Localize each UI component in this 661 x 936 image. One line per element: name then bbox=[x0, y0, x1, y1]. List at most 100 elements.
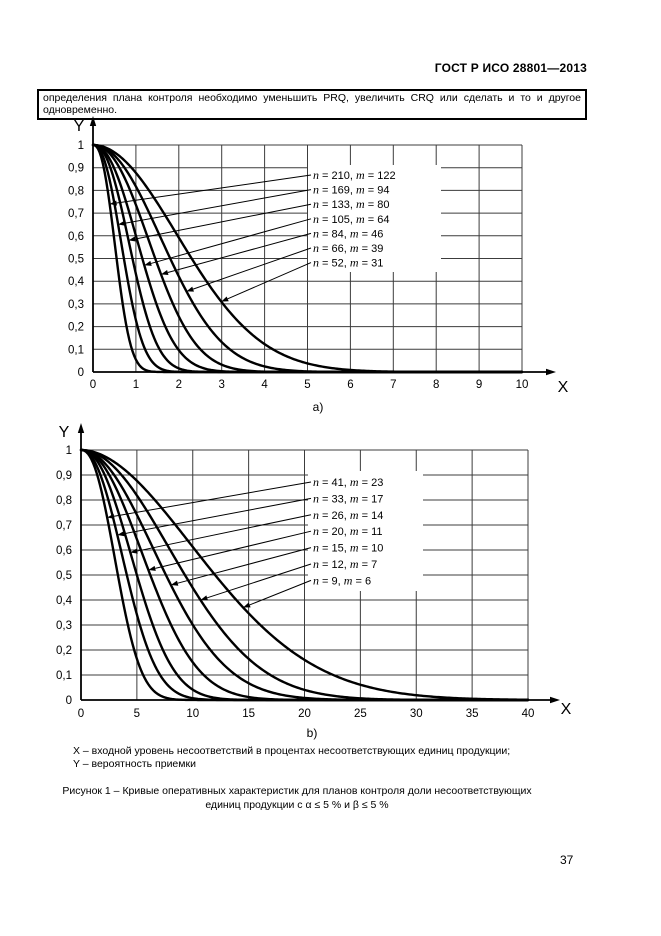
legend-arrowhead-icon bbox=[148, 565, 156, 571]
oc-curve-n12 bbox=[79, 448, 530, 702]
y-tick-label: 0,2 bbox=[68, 322, 84, 334]
legend-arrowhead-icon bbox=[200, 595, 208, 601]
legend-arrowhead-icon bbox=[117, 531, 125, 537]
x-axis-label: X bbox=[558, 379, 569, 396]
legend-arrowhead-icon bbox=[221, 296, 229, 302]
legend-label: n = 41, m = 23 bbox=[313, 475, 383, 489]
legend-arrowhead-icon bbox=[107, 513, 115, 519]
y-axis-label: Y bbox=[74, 118, 85, 135]
oc-curves bbox=[79, 448, 530, 702]
legend-arrow bbox=[192, 247, 312, 290]
legend-arrow bbox=[167, 232, 312, 274]
note-x-definition: X – входной уровень несоответствий в про… bbox=[73, 745, 511, 757]
page-header: ГОСТ Р ИСО 28801—2013 bbox=[434, 61, 587, 75]
subfigure-label: a) bbox=[313, 400, 324, 414]
legend-arrow bbox=[124, 189, 312, 224]
legend-arrow bbox=[249, 579, 312, 606]
y-tick-label: 0,3 bbox=[68, 299, 84, 311]
subfigure-label: b) bbox=[307, 726, 318, 740]
y-tick-label: 0,6 bbox=[68, 231, 84, 243]
x-tick-label: 7 bbox=[390, 379, 396, 391]
y-axis-arrow-icon bbox=[89, 116, 97, 126]
x-tick-label: 30 bbox=[410, 708, 423, 720]
page-number: 37 bbox=[560, 853, 574, 867]
y-tick-label: 0,4 bbox=[56, 595, 73, 607]
x-tick-label: 3 bbox=[218, 379, 224, 391]
legend-arrow bbox=[227, 262, 312, 300]
figure-caption: Рисунок 1 – Кривые оперативных характери… bbox=[62, 785, 532, 811]
x-tick-label: 4 bbox=[261, 379, 268, 391]
y-tick-label: 1 bbox=[78, 140, 84, 152]
legend-label: n = 20, m = 11 bbox=[313, 524, 383, 538]
legend-label: n = 105, m = 64 bbox=[313, 212, 389, 226]
x-axis-arrow-icon bbox=[550, 696, 560, 704]
x-tick-label: 40 bbox=[522, 708, 535, 720]
legend-arrowhead-icon bbox=[118, 220, 126, 226]
legend-arrowhead-icon bbox=[170, 580, 179, 586]
x-tick-label: 2 bbox=[176, 379, 182, 391]
legend-arrow bbox=[155, 530, 312, 569]
legend-arrow bbox=[135, 203, 312, 240]
x-tick-label: 5 bbox=[134, 708, 140, 720]
y-tick-label: 0 bbox=[66, 695, 72, 707]
tick-labels: 0 5 10 15 20 25 30 35 40 0 0,1 0,2 0,3 0,4 0,5 0,6 0,7 0,… bbox=[56, 445, 534, 720]
legend-label: n = 169, m = 94 bbox=[313, 183, 389, 197]
legend-arrow bbox=[137, 514, 312, 552]
legend-label: n = 26, m = 14 bbox=[313, 508, 383, 522]
legend-label: n = 84, m = 46 bbox=[313, 226, 383, 240]
y-tick-label: 0 bbox=[78, 367, 84, 379]
x-tick-label: 0 bbox=[78, 708, 84, 720]
y-tick-label: 0,9 bbox=[56, 470, 72, 482]
y-tick-label: 0,8 bbox=[56, 495, 72, 507]
legend-arrow bbox=[177, 547, 312, 584]
x-tick-label: 20 bbox=[298, 708, 311, 720]
x-tick-label: 10 bbox=[186, 708, 199, 720]
y-tick-label: 0,2 bbox=[56, 645, 72, 657]
legend-label: n = 33, m = 17 bbox=[313, 491, 383, 505]
legend-arrowhead-icon bbox=[109, 200, 117, 206]
legend-label: n = 210, m = 122 bbox=[313, 168, 396, 182]
y-tick-label: 0,1 bbox=[68, 344, 84, 356]
y-tick-label: 0,7 bbox=[68, 208, 84, 220]
x-tick-label: 1 bbox=[133, 379, 139, 391]
tick-labels: 0 1 2 3 4 5 6 7 8 9 10 0 0,1 0,2 0,3 0,4 0,5 0,6 0,7 0,8 0,9… bbox=[68, 140, 528, 391]
legend-background bbox=[308, 471, 423, 591]
note-y-definition: Y – вероятность приемки bbox=[73, 757, 196, 770]
x-tick-label: 9 bbox=[476, 379, 482, 391]
figure-note: X – входной уровень несоответствий в про… bbox=[73, 745, 510, 770]
legend-arrow bbox=[150, 218, 312, 264]
x-tick-label: 6 bbox=[347, 379, 353, 391]
legend-label: n = 15, m = 10 bbox=[313, 541, 383, 555]
oc-curve-n9 bbox=[79, 448, 530, 701]
legend-background bbox=[308, 165, 441, 272]
y-tick-label: 0,9 bbox=[68, 163, 84, 175]
grid-lines bbox=[81, 449, 529, 700]
y-tick-label: 0,7 bbox=[56, 520, 72, 532]
y-tick-label: 1 bbox=[66, 445, 72, 457]
y-tick-label: 0,4 bbox=[68, 276, 85, 288]
y-tick-label: 0,6 bbox=[56, 545, 72, 557]
x-tick-label: 5 bbox=[304, 379, 310, 391]
y-tick-label: 0,8 bbox=[68, 185, 84, 197]
legend-label: n = 52, m = 31 bbox=[313, 256, 383, 270]
legend-label: n = 133, m = 80 bbox=[313, 197, 389, 211]
legend-label: n = 9, m = 6 bbox=[313, 573, 371, 587]
x-axis-label: X bbox=[561, 701, 572, 718]
y-tick-label: 0,5 bbox=[56, 570, 72, 582]
x-axis-arrow-icon bbox=[546, 368, 556, 376]
legend-arrow bbox=[116, 174, 312, 204]
y-tick-label: 0,3 bbox=[56, 620, 72, 632]
x-tick-label: 15 bbox=[242, 708, 255, 720]
legend-arrowhead-icon bbox=[144, 260, 152, 266]
legend-arrowhead-icon bbox=[186, 286, 194, 292]
y-tick-label: 0,1 bbox=[56, 670, 72, 682]
legend-arrowhead-icon bbox=[243, 602, 251, 608]
x-tick-label: 8 bbox=[433, 379, 439, 391]
y-tick-label: 0,5 bbox=[68, 254, 84, 266]
x-tick-label: 35 bbox=[466, 708, 479, 720]
chart-b: n = 41, m = 23 n = 33, m = 17 n = 26, m = … bbox=[56, 423, 572, 740]
legend-arrowhead-icon bbox=[161, 270, 169, 276]
